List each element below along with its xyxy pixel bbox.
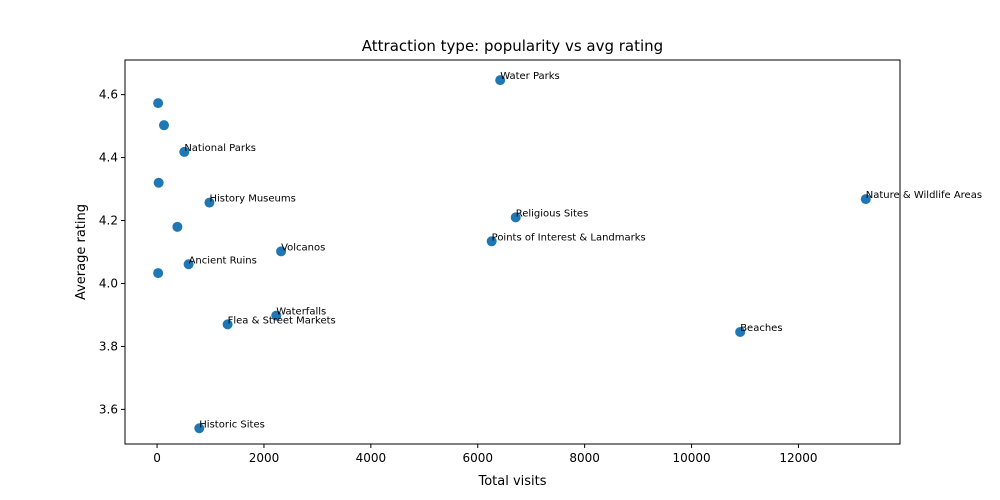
x-axis: 0 2000 4000 6000 8000 10000 12000 [153, 444, 818, 465]
data-point [860, 194, 871, 205]
data-point-label: Volcanos [281, 242, 325, 253]
data-point-label: Beaches [740, 323, 782, 334]
y-axis-label: Average rating [74, 204, 89, 300]
data-point [183, 259, 194, 270]
data-point [159, 120, 170, 131]
y-tick-label: 3.6 [99, 402, 118, 416]
x-tick-label: 8000 [569, 451, 600, 465]
x-axis-label: Total visits [477, 474, 546, 489]
chart-title: Attraction type: popularity vs avg ratin… [362, 37, 663, 55]
data-point [194, 423, 205, 434]
y-tick-label: 3.8 [99, 339, 118, 353]
data-point-label: History Museums [209, 194, 295, 205]
x-tick-label: 4000 [356, 451, 387, 465]
data-point [179, 146, 190, 157]
x-tick-label: 10000 [672, 451, 710, 465]
data-point-label: Flea & Street Markets [228, 315, 336, 326]
plot-frame [124, 59, 901, 445]
y-tick-label: 4.4 [99, 151, 118, 165]
data-point [495, 75, 506, 86]
data-point-label: Religious Sites [516, 208, 589, 219]
y-tick-label: 4.2 [99, 214, 118, 228]
data-point [153, 268, 164, 279]
y-tick-label: 4.6 [99, 88, 118, 102]
y-tick-label: 4.0 [99, 276, 118, 290]
data-point [271, 310, 282, 321]
x-tick-label: 6000 [462, 451, 493, 465]
data-points [153, 75, 871, 434]
data-point-label: National Parks [184, 143, 256, 154]
data-point [510, 212, 521, 223]
data-point [735, 326, 746, 337]
data-point [222, 319, 233, 330]
y-axis: 3.6 3.8 4.0 4.2 4.4 4.6 [99, 88, 125, 416]
data-point-labels: National Parks History Museums Ancient Rui… [184, 71, 982, 430]
data-point [172, 221, 183, 232]
x-tick-label: 12000 [779, 451, 817, 465]
data-point-label: Ancient Ruins [189, 255, 257, 266]
data-point [204, 197, 215, 208]
data-point-label: Points of Interest & Landmarks [492, 232, 646, 243]
x-tick-label: 2000 [249, 451, 280, 465]
data-point [153, 177, 164, 188]
data-point-label: Waterfalls [276, 307, 326, 318]
data-point [486, 236, 497, 247]
plot-area: 0 2000 4000 6000 8000 10000 12000 3.6 3.8 4.0 4.2… [99, 59, 982, 465]
data-point [276, 246, 287, 257]
data-point-label: Water Parks [500, 71, 560, 82]
x-tick-label: 0 [153, 451, 161, 465]
data-point [153, 98, 164, 109]
data-point-label: Historic Sites [199, 419, 265, 430]
data-point-label: Nature & Wildlife Areas [866, 190, 982, 201]
